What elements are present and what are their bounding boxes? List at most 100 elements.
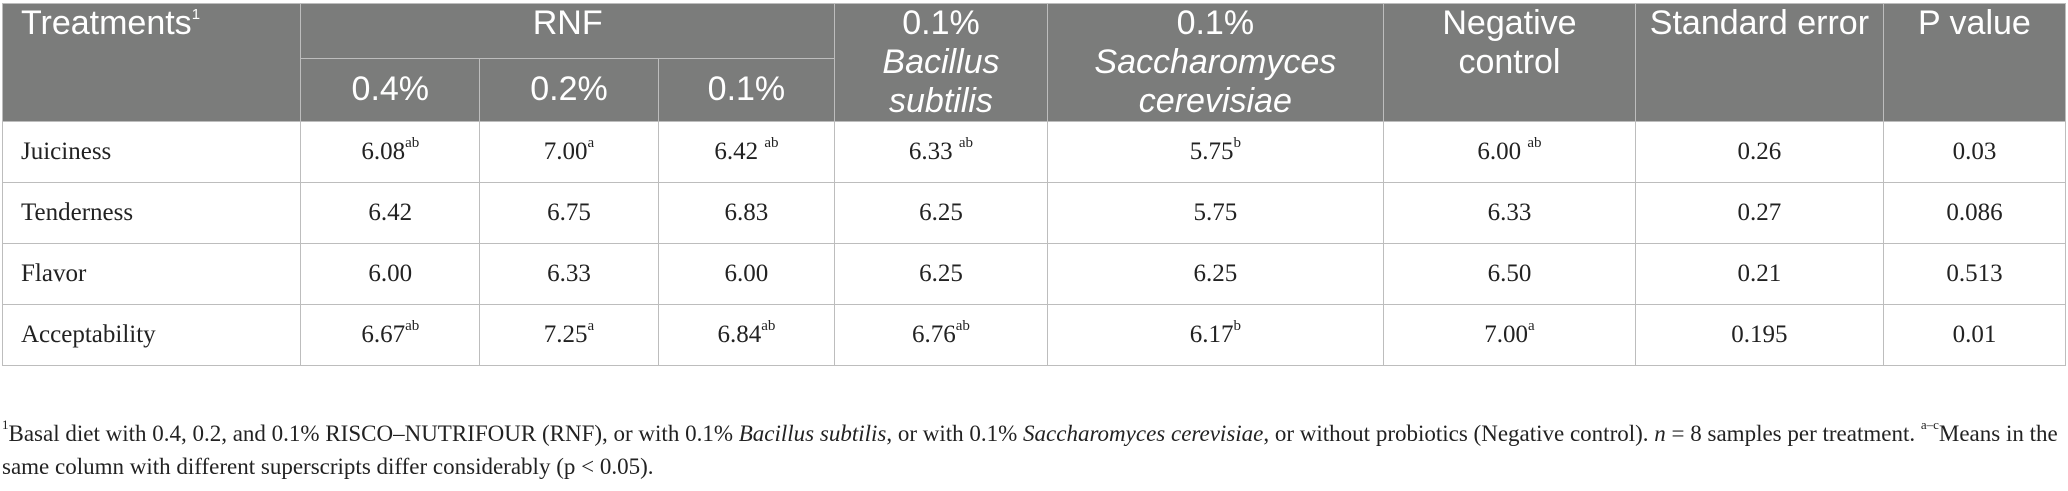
results-table: Treatments1 RNF 0.1% Bacillus subtilis 0.… [1,3,2067,366]
footnote-marker: 1 [2,417,9,433]
treatments-label: Treatments [21,4,192,42]
footnote-text-a: Basal diet with 0.4, 0.2, and 0.1% RISCO… [8,421,739,446]
table-cell: 6.33 [1383,182,1636,244]
header-rnf: RNF [300,3,836,59]
cell-superscript: b [1233,134,1241,151]
table-cell: 6.25 [834,243,1048,305]
table-cell: 6.00 [300,243,481,305]
table-cell: 5.75 [1046,182,1385,244]
table-cell: 0.195 [1634,304,1884,366]
table-footnote: 1Basal diet with 0.4, 0.2, and 0.1% RISC… [2,417,2062,483]
table-cell: 0.03 [1882,121,2067,183]
table-cell: 0.21 [1634,243,1884,305]
cell-value: 0.086 [1946,199,2003,226]
header-rnf-0-2: 0.2% [479,57,659,123]
cell-value: 6.25 [919,199,963,226]
table-body: Juiciness 6.08ab 7.00a 6.42 ab 6.33 ab 5.75b 6… [1,121,2067,366]
cell-value: 6.17 [1189,321,1234,348]
table-cell: 6.17b [1046,304,1385,366]
cell-value: 7.00 [543,138,588,165]
table-cell: 6.50 [1383,243,1636,305]
table-cell: 7.25a [479,304,659,366]
cell-value: 6.42 [714,138,765,165]
cell-superscript: b [1233,317,1241,334]
table-cell: 0.01 [1882,304,2067,366]
header-bacillus: 0.1% Bacillus subtilis [834,3,1048,122]
table-cell: 6.83 [657,182,836,244]
table-cell: 0.513 [1882,243,2067,305]
table-cell: 6.25 [834,182,1048,244]
row-label: Tenderness [1,182,302,244]
footnote-text-b: , or with 0.1% [886,421,1024,446]
table-cell: 6.25 [1046,243,1385,305]
table-row: Acceptability 6.67ab 7.25a 6.84ab 6.76ab 6.17… [1,304,2067,366]
cell-value: 6.76 [912,321,956,348]
cell-value: 6.33 [547,260,591,287]
cell-value: 5.75 [1193,199,1238,226]
table-cell: 6.76ab [834,304,1048,366]
row-label: Juiciness [1,121,302,183]
cell-value: 0.195 [1731,321,1788,348]
cell-value: 6.75 [547,199,591,226]
header-treatments: Treatments1 [1,3,302,122]
table-cell: 6.75 [479,182,659,244]
header-rnf-0-4: 0.4% [300,57,481,123]
header-rnf-0-1: 0.1% [657,57,836,123]
bacillus-name: Bacillus subtilis [882,43,1000,120]
row-label: Acceptability [1,304,302,366]
cell-value: 6.25 [1193,260,1238,287]
saccharomyces-name: Saccharomyces cerevisiae [1094,43,1337,120]
header-saccharomyces: 0.1% Saccharomyces cerevisiae [1046,3,1385,122]
footnote-n-symbol: n [1654,421,1666,446]
table-row: Flavor 6.00 6.33 6.00 6.25 6.25 6.50 0.21 0.513 [1,243,2067,305]
table-cell: 0.086 [1882,182,2067,244]
cell-superscript: a [587,317,595,334]
header-p-value: P value [1882,3,2067,122]
table-cell: 6.42 ab [657,121,836,183]
cell-value: 6.84 [717,321,762,348]
row-label: Flavor [1,243,302,305]
table-cell: 0.27 [1634,182,1884,244]
cell-superscript: ab [1527,134,1542,151]
table-cell: 6.00 [657,243,836,305]
table-row: Juiciness 6.08ab 7.00a 6.42 ab 6.33 ab 5.75b 6… [1,121,2067,183]
table-cell: 6.33 ab [834,121,1048,183]
header-standard-error: Standard error [1634,3,1884,122]
cell-superscript: a [587,134,595,151]
table-cell: 6.00 ab [1383,121,1636,183]
table-cell: 6.42 [300,182,481,244]
cell-value: 6.08 [361,138,406,165]
table-cell: 6.33 [479,243,659,305]
treatments-footnote-marker: 1 [191,5,201,23]
cell-value: 6.00 [368,260,413,287]
cell-value: 6.83 [724,199,769,226]
bacillus-dose: 0.1% [902,4,980,42]
footnote-bacillus: Bacillus subtilis [738,421,887,446]
cell-value: 6.67 [361,321,406,348]
cell-value: 0.03 [1952,138,1997,165]
table-cell: 6.84ab [657,304,836,366]
cell-value: 6.00 [724,260,769,287]
cell-superscript: ab [764,134,779,151]
cell-value: 6.50 [1487,260,1532,287]
cell-value: 5.75 [1189,138,1234,165]
table-cell: 0.26 [1634,121,1884,183]
cell-superscript: a [1528,317,1535,334]
cell-value: 0.27 [1737,199,1782,226]
cell-superscript: ab [405,134,420,151]
table-row: Tenderness 6.42 6.75 6.83 6.25 5.75 6.33 0.27 0.… [1,182,2067,244]
footnote-saccharomyces: Saccharomyces cerevisiae [1023,421,1264,446]
cell-superscript: ab [761,317,776,334]
cell-value: 0.21 [1737,260,1782,287]
cell-value: 6.25 [919,260,963,287]
cell-value: 6.33 [1487,199,1532,226]
table-cell: 6.67ab [300,304,481,366]
table-cell: 7.00a [1383,304,1636,366]
cell-value: 6.33 [908,138,959,165]
footnote-text-d: = 8 samples per treatment. [1665,421,1921,446]
footnote-text-e: Means in the same column with different … [2,421,2058,479]
cell-superscript: ab [958,134,974,151]
cell-value: 6.00 [1477,138,1528,165]
cell-value: 0.01 [1952,321,1997,348]
cell-value: 7.00 [1484,321,1528,348]
